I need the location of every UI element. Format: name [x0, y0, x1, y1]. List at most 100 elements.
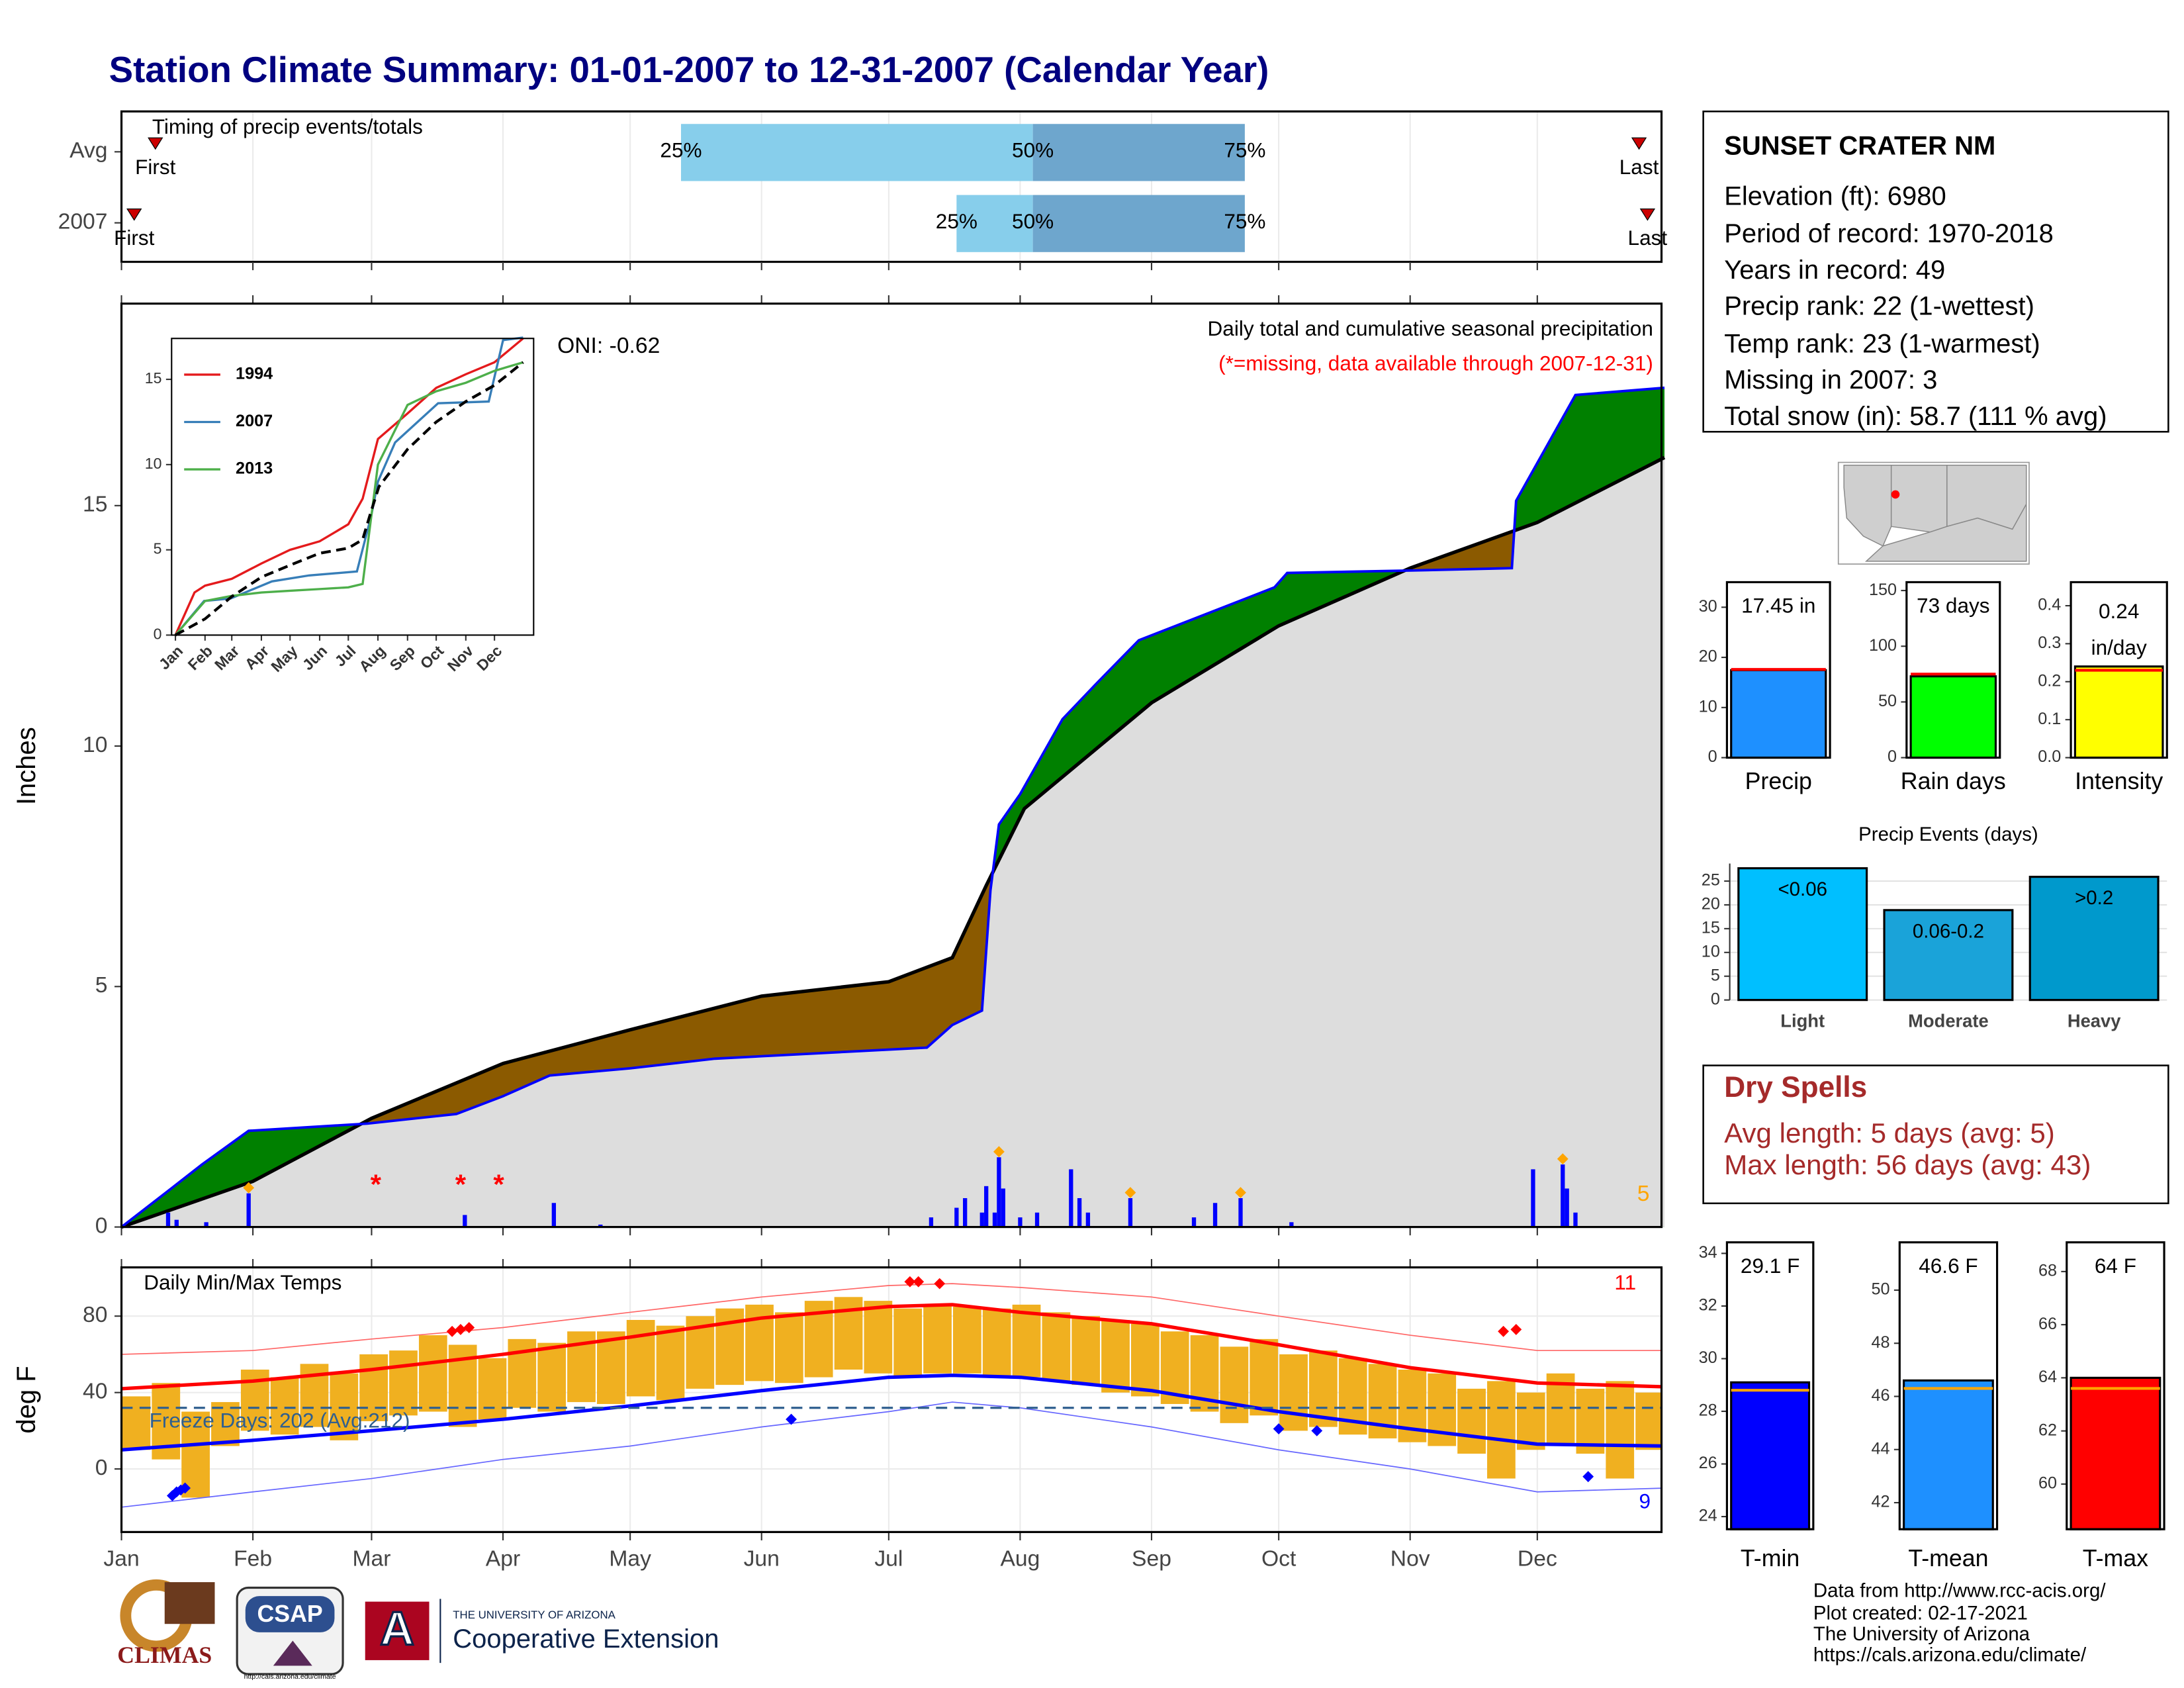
x-axis-label: T-min [1741, 1545, 1799, 1571]
panel-border [120, 303, 1663, 1229]
y-tick-label: 48 [1871, 1333, 1889, 1352]
y-tick-label: 30 [1699, 597, 1717, 616]
inset-border [171, 338, 535, 636]
daily-range [626, 1319, 655, 1397]
extreme-count: 5 [1637, 1182, 1650, 1206]
quartile-label: 25% [936, 209, 978, 233]
summary-chart: 0.0 0.1 0.2 0.3 0.4 0.24 in/day Intensity [2038, 581, 2168, 794]
y-tick-label: 24 [1699, 1507, 1717, 1525]
y-tick-label: 66 [2038, 1315, 2057, 1333]
record-low-count: 9 [1639, 1489, 1651, 1513]
station-line: Total snow (in): 58.7 (111 % avg) [1724, 402, 2107, 431]
map-state [1864, 502, 2027, 562]
quartile-label: 75% [1224, 138, 1265, 162]
daily-range [1487, 1381, 1516, 1479]
daily-bar [1212, 1203, 1218, 1227]
daily-range [1071, 1316, 1101, 1385]
record-marker [786, 1413, 797, 1425]
station-dot [1891, 490, 1900, 499]
y-tick-label: 5 [1711, 966, 1720, 984]
y-tick-label: 10 [145, 455, 162, 472]
y-tick-label: 0.1 [2038, 710, 2061, 728]
footer-line: The University of Arizona [1813, 1623, 2030, 1645]
event-label: Last [1619, 155, 1659, 179]
y-tick-label: 0 [154, 626, 162, 643]
bar [1737, 867, 1868, 1002]
station-line: Precip rank: 22 (1-wettest) [1724, 292, 2034, 321]
station-line: Years in record: 49 [1724, 256, 1945, 285]
y-tick-label: 0 [95, 1213, 108, 1238]
climas-logo: CLIMAS [117, 1642, 212, 1668]
series-line [174, 361, 523, 636]
y-tick-label: 0 [1708, 747, 1717, 766]
quartile-bar [1032, 195, 1245, 252]
record-marker [1311, 1425, 1323, 1436]
csap-mountain [273, 1640, 312, 1666]
x-axis-label: T-max [2083, 1545, 2148, 1571]
daily-bar [1561, 1164, 1565, 1227]
value-label: in/day [2091, 635, 2147, 659]
summary-chart: 0 10 20 30 17.45 in Precip [1699, 581, 1831, 794]
x-tick-label: Oct [1261, 1546, 1297, 1571]
y-tick-label: 10 [83, 733, 107, 757]
y-tick-label: 32 [1699, 1296, 1717, 1315]
bar [2028, 875, 2160, 1002]
events-chart: 0 5 10 15 20 25 <0.06 Light 0.06-0.2 Moderate >0.2… [1702, 823, 2167, 1031]
y-tick-label: 0 [1888, 747, 1897, 766]
csap-url: http://cals.arizona.edu/climate [244, 1673, 336, 1681]
x-tick-label: Moderate [1908, 1011, 1989, 1031]
x-tick-label: Dec [1518, 1546, 1557, 1571]
university-name: THE UNIVERSITY OF ARIZONA [453, 1609, 615, 1621]
daily-bar [1565, 1188, 1569, 1227]
daily-range [1576, 1388, 1605, 1454]
daily-range [1309, 1350, 1338, 1427]
daily-range [1042, 1312, 1071, 1382]
daily-bar [963, 1197, 968, 1227]
daily-range [1279, 1354, 1308, 1431]
y-tick-label: 50 [1878, 692, 1897, 710]
y-axis-label: Inches [12, 727, 41, 805]
extreme-marker [1124, 1187, 1136, 1198]
value-label: 29.1 F [1741, 1254, 1799, 1278]
y-tick-label: 34 [1699, 1243, 1717, 1262]
event-marker [126, 208, 142, 221]
daily-range [1606, 1381, 1635, 1479]
bar [1883, 909, 2014, 1002]
station-line: Missing in 2007: 3 [1724, 365, 1937, 395]
summary-bar [1730, 1381, 1811, 1530]
missing-marker: * [455, 1169, 467, 1200]
y-tick-label: 15 [1702, 919, 1720, 937]
daily-bar [984, 1186, 989, 1227]
row-label: 2007 [58, 210, 108, 234]
page-title: Station Climate Summary: 01-01-2007 to 1… [109, 49, 1269, 90]
extension-name: Cooperative Extension [453, 1624, 719, 1654]
daily-range [656, 1325, 685, 1401]
panel-border [120, 1266, 1663, 1533]
station-line: Elevation (ft): 6980 [1724, 181, 1946, 211]
daily-range [122, 1396, 151, 1450]
event-marker [1631, 137, 1647, 150]
csap-logo: CSAP [257, 1601, 322, 1627]
quartile-bar [956, 195, 1033, 252]
daily-bar [979, 1212, 984, 1227]
daily-bar [929, 1217, 934, 1227]
quartile-label: 50% [1012, 209, 1054, 233]
record-high-count: 11 [1614, 1270, 1636, 1294]
summary-border [1898, 1241, 1999, 1530]
summary-chart: 24 26 28 30 32 34 29.1 F T-min [1699, 1241, 1815, 1571]
x-tick-label: Nov [1390, 1546, 1430, 1571]
daily-range [418, 1335, 447, 1412]
daily-bar [954, 1207, 959, 1227]
record-marker [1582, 1471, 1594, 1483]
daily-range [270, 1377, 299, 1435]
extreme-marker [1557, 1153, 1569, 1165]
x-tick-label: Aug [1000, 1546, 1040, 1571]
freeze-label: Freeze Days: 202 (Avg:212) [150, 1408, 410, 1432]
x-tick-label: May [609, 1546, 651, 1571]
timing-panel: Timing of precip events/totals Avg 25% 50% 7… [58, 110, 1667, 263]
summary-chart: 0 50 100 150 73 days Rain days [1869, 581, 2006, 794]
extreme-marker [993, 1146, 1005, 1158]
panel-border [120, 110, 1663, 263]
temperature-panel: 0 40 80 Jan Feb Mar Apr May Jun Jul Aug Sep Oct Nov De… [12, 1258, 1663, 1571]
